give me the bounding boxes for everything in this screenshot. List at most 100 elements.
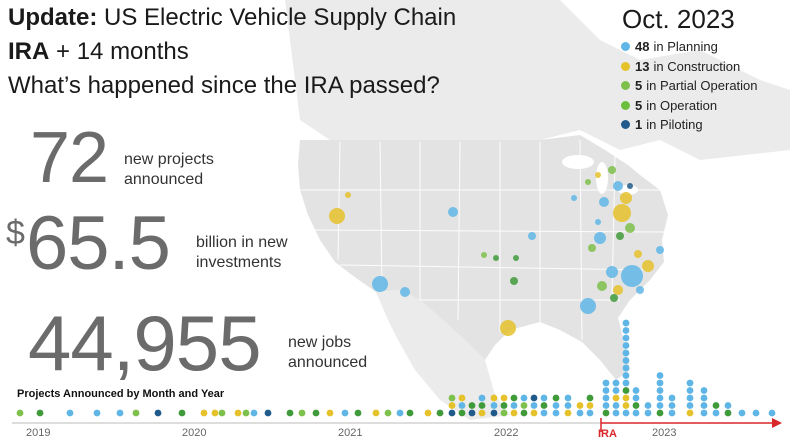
timeline-project-dot xyxy=(602,379,610,387)
project-marker xyxy=(621,265,643,287)
headline: Update: US Electric Vehicle Supply Chain xyxy=(8,4,456,32)
legend-count: 48 xyxy=(635,39,650,55)
timeline-project-dot xyxy=(602,394,610,402)
timeline-project-dot xyxy=(341,409,349,417)
timeline-project-dot xyxy=(312,409,320,417)
timeline-project-dot xyxy=(576,409,584,417)
operation-dot-icon xyxy=(621,100,630,110)
year-label-2019: 2019 xyxy=(26,427,51,439)
timeline-project-dot xyxy=(500,409,508,417)
timeline-project-dot xyxy=(384,409,392,417)
project-marker xyxy=(608,166,616,174)
legend-item-planning: 48 in Planning xyxy=(621,37,758,57)
timeline-project-dot xyxy=(530,402,538,409)
timeline-project-dot xyxy=(602,387,610,394)
timeline-project-dot xyxy=(520,402,528,409)
timeline-project-dot xyxy=(530,409,538,417)
timeline-project-dot xyxy=(510,409,518,417)
legend-label: in Operation xyxy=(646,97,718,113)
project-marker xyxy=(656,246,664,254)
timeline-project-dot xyxy=(656,409,664,417)
project-marker xyxy=(594,232,606,244)
project-marker xyxy=(588,244,596,252)
legend-count: 5 xyxy=(635,97,643,113)
timeline-project-dot xyxy=(686,402,694,409)
project-marker xyxy=(634,250,642,258)
timeline-project-dot xyxy=(66,409,74,417)
timeline-project-dot xyxy=(724,409,732,417)
project-marker xyxy=(610,294,618,302)
timeline-project-dot xyxy=(686,387,694,394)
year-label-2022: 2022 xyxy=(494,427,519,439)
project-marker xyxy=(606,266,618,278)
timeline-project-dot xyxy=(686,379,694,387)
timeline-project-dot xyxy=(540,394,548,402)
timeline-project-dot xyxy=(500,394,508,402)
timeline-project-dot xyxy=(478,409,486,417)
timeline-project-dot xyxy=(211,409,219,417)
timeline-project-dot xyxy=(406,409,414,417)
legend-count: 1 xyxy=(635,117,643,133)
timeline-project-dot xyxy=(354,409,362,417)
project-marker xyxy=(329,208,345,224)
timeline-project-dot xyxy=(632,409,640,417)
project-marker xyxy=(599,197,609,207)
timeline-project-dot xyxy=(520,394,528,402)
timeline-project-dot xyxy=(564,394,572,402)
timeline-project-dot xyxy=(656,387,664,394)
projects-label: new projects announced xyxy=(124,150,214,190)
projects-count: 72 xyxy=(30,118,109,198)
ira-label: IRA xyxy=(8,38,50,65)
timeline-project-dot xyxy=(552,394,560,402)
legend-label: in Partial Operation xyxy=(646,78,758,94)
jobs-label-line1: new jobs xyxy=(288,334,352,351)
partial-operation-dot-icon xyxy=(621,81,630,91)
timeline-project-dot xyxy=(622,357,630,364)
timeline-project-dot xyxy=(724,402,732,409)
timeline-project-dot xyxy=(700,387,708,394)
project-marker xyxy=(613,181,623,191)
timeline-project-dot xyxy=(16,409,24,417)
timeline-project-dot xyxy=(490,394,498,402)
timeline-title: Projects Announced by Month and Year xyxy=(17,388,225,400)
timeline-project-dot xyxy=(622,379,630,387)
year-label-2020: 2020 xyxy=(182,427,207,439)
timeline-project-dot xyxy=(612,409,620,417)
projects-label-line2: announced xyxy=(124,171,204,188)
timeline-project-dot xyxy=(576,402,584,409)
timeline-project-dot xyxy=(712,409,720,417)
timeline-project-dot xyxy=(644,402,652,409)
timeline-project-dot xyxy=(36,409,44,417)
update-label: Update: xyxy=(8,4,98,31)
timeline-project-dot xyxy=(622,334,630,342)
jobs-label: new jobs announced xyxy=(288,333,367,373)
timeline-project-dot xyxy=(586,402,594,409)
ira-marker-label: IRA xyxy=(598,428,617,440)
timeline-project-dot xyxy=(700,409,708,417)
timeline-project-dot xyxy=(468,402,476,409)
legend-item-partial-operation: 5 in Partial Operation xyxy=(621,76,758,96)
timeline-project-dot xyxy=(552,409,560,417)
project-marker xyxy=(636,286,644,294)
timeline-project-dot xyxy=(622,409,630,417)
project-marker xyxy=(493,255,499,261)
timeline-project-dot xyxy=(458,394,466,402)
date-label: Oct. 2023 xyxy=(622,4,735,34)
months-label: + 14 months xyxy=(56,38,189,65)
timeline-project-dot xyxy=(632,402,640,409)
investment-amount: 65.5 xyxy=(26,201,171,286)
investment-label: billion in new investments xyxy=(196,233,288,273)
timeline-project-dot xyxy=(478,402,486,409)
timeline-project-dot xyxy=(622,349,630,357)
question-text: What’s happened since the IRA passed? xyxy=(8,72,440,99)
timeline-project-dot xyxy=(424,409,432,417)
project-marker xyxy=(500,320,516,336)
legend-label: in Planning xyxy=(653,39,718,55)
legend: 48 in Planning 13 in Construction 5 in P… xyxy=(621,37,758,135)
project-marker xyxy=(528,232,536,240)
subheadline: IRA + 14 months xyxy=(8,38,189,66)
legend-label: in Construction xyxy=(653,58,741,74)
planning-dot-icon xyxy=(621,42,630,52)
legend-label: in Piloting xyxy=(646,117,703,133)
